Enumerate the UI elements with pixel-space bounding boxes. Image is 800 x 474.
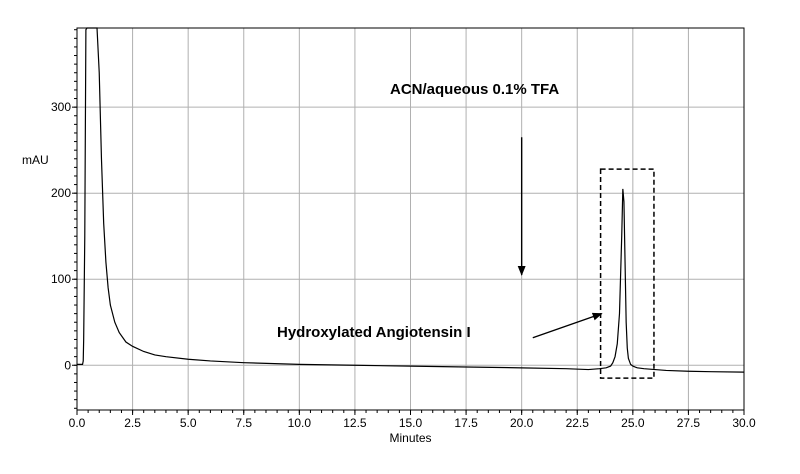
y-tick-label: 0 — [64, 358, 71, 372]
axis-ticks — [72, 29, 745, 415]
x-tick-label: 7.5 — [235, 416, 252, 430]
annotation-arrow — [532, 312, 603, 339]
x-tick-label: 25.0 — [621, 416, 645, 430]
y-tick-label: 200 — [51, 186, 71, 200]
x-axis-title: Minutes — [389, 431, 431, 445]
x-tick-label: 27.5 — [677, 416, 701, 430]
x-tick-label: 22.5 — [566, 416, 590, 430]
annotations: ACN/aqueous 0.1% TFA Hydroxylated Angiote… — [277, 81, 655, 379]
annotation-label-mobile-phase: ACN/aqueous 0.1% TFA — [390, 81, 559, 98]
peak-highlight-box — [599, 168, 655, 379]
x-tick-label: 17.5 — [454, 416, 478, 430]
x-tick-label: 5.0 — [180, 416, 197, 430]
grid — [77, 28, 744, 410]
x-tick-label: 12.5 — [343, 416, 367, 430]
x-tick-label: 15.0 — [399, 416, 423, 430]
x-tick-label: 20.0 — [510, 416, 534, 430]
x-tick-label: 0.0 — [69, 416, 86, 430]
tick-labels: 0.0 2.5 5.0 7.5 10.0 12.5 15.0 17.5 20.0 22.5 25.0… — [51, 100, 756, 430]
x-tick-label: 2.5 — [124, 416, 141, 430]
x-tick-label: 30.0 — [732, 416, 756, 430]
chromatogram-trace — [77, 27, 745, 373]
y-tick-label: 300 — [51, 100, 71, 114]
annotation-label-analyte: Hydroxylated Angiotensin I — [277, 324, 471, 341]
y-axis-title: mAU — [22, 153, 49, 167]
x-tick-label: 10.0 — [288, 416, 312, 430]
y-tick-label: 100 — [51, 272, 71, 286]
